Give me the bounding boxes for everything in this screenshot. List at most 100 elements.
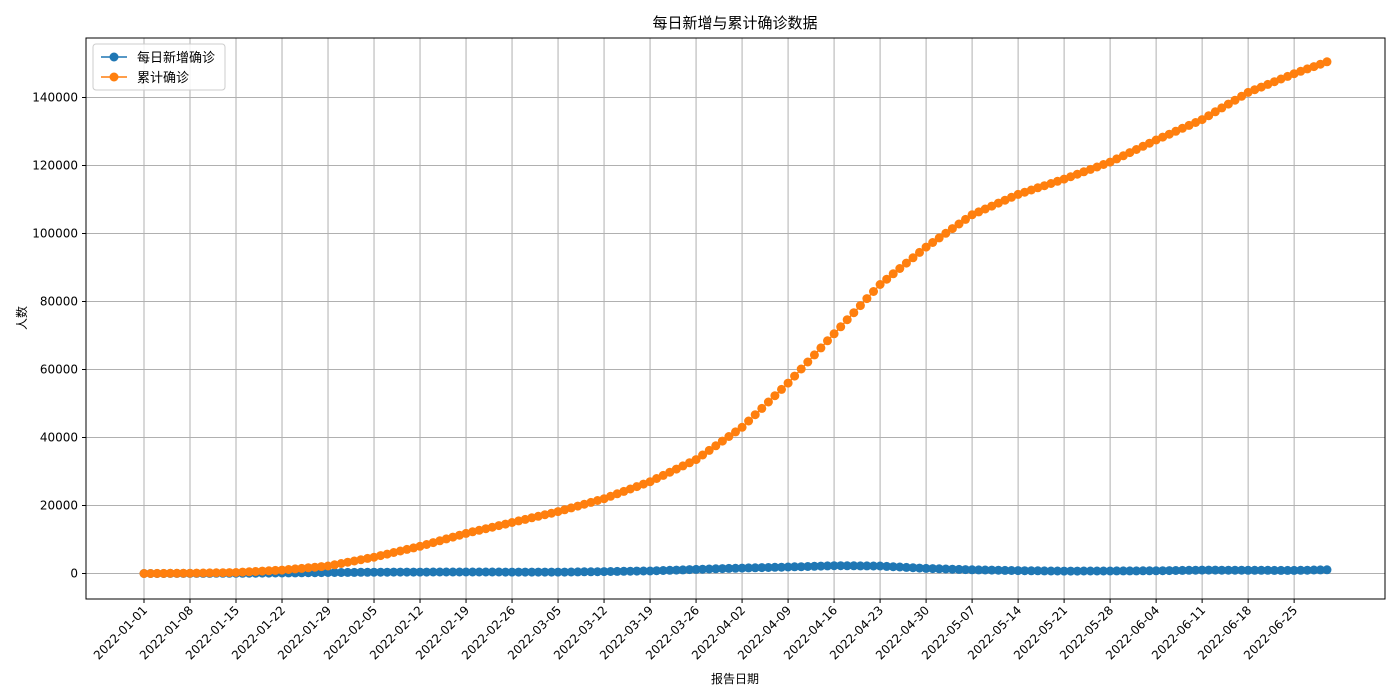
- data-point: [533, 567, 543, 577]
- data-point: [527, 567, 537, 577]
- data-point: [908, 563, 918, 573]
- data-point: [1230, 95, 1240, 105]
- data-point: [934, 233, 944, 243]
- data-point: [875, 280, 885, 289]
- data-point: [1315, 565, 1325, 575]
- data-point: [1026, 566, 1036, 576]
- plot-area-frame: [85, 37, 1386, 600]
- data-point: [428, 567, 438, 577]
- data-point: [455, 567, 464, 577]
- data-point: [1237, 565, 1247, 575]
- data-point: [901, 258, 911, 268]
- data-point: [290, 564, 300, 574]
- data-point: [803, 357, 813, 367]
- data-point: [231, 568, 241, 577]
- data-point: [1033, 566, 1043, 576]
- data-point: [198, 568, 208, 578]
- data-point: [993, 565, 1003, 575]
- data-point: [1059, 566, 1069, 576]
- data-point: [980, 565, 990, 575]
- data-point: [1263, 565, 1273, 575]
- data-point: [882, 274, 892, 284]
- data-point: [823, 336, 832, 346]
- data-point: [1145, 566, 1154, 576]
- data-point: [823, 561, 832, 571]
- data-point: [783, 562, 793, 572]
- data-point: [1125, 566, 1135, 576]
- data-point: [1217, 565, 1227, 575]
- legend-label: 累计确诊: [137, 71, 189, 86]
- y-tick-label: 80000: [40, 295, 78, 309]
- data-point: [921, 563, 931, 573]
- data-point: [796, 364, 806, 374]
- y-tick-label: 20000: [40, 499, 78, 513]
- data-point: [599, 567, 609, 577]
- data-point: [205, 568, 215, 578]
- data-point: [395, 567, 405, 577]
- data-point: [816, 561, 826, 571]
- data-point: [1072, 566, 1082, 576]
- data-point: [349, 567, 359, 577]
- data-point: [1256, 565, 1266, 575]
- data-point: [717, 436, 727, 446]
- data-point: [310, 562, 320, 572]
- data-point: [836, 322, 846, 332]
- y-tick-label: 120000: [32, 159, 78, 173]
- data-point: [1046, 566, 1056, 576]
- data-point: [796, 562, 806, 572]
- data-point: [540, 567, 550, 577]
- data-point: [1085, 566, 1095, 576]
- series-line: [144, 61, 1328, 575]
- data-point: [316, 562, 326, 572]
- data-point: [606, 567, 616, 576]
- data-point: [474, 567, 484, 577]
- data-point: [908, 253, 918, 263]
- chart-title: 每日新增与累计确诊数据: [652, 14, 817, 32]
- data-point: [1302, 565, 1312, 575]
- data-point: [1204, 111, 1214, 121]
- data-point: [264, 566, 274, 576]
- data-point: [901, 562, 911, 572]
- data-point: [1230, 565, 1240, 575]
- data-point: [928, 238, 938, 247]
- data-point: [842, 315, 852, 325]
- legend-marker: [109, 72, 119, 82]
- data-point: [790, 562, 800, 572]
- legend-entry-2: 累计确诊: [101, 71, 189, 86]
- data-point: [566, 567, 576, 577]
- y-tick-label: 40000: [40, 431, 78, 445]
- y-tick-label: 0: [70, 567, 78, 581]
- data-point: [961, 565, 970, 575]
- data-point: [369, 567, 379, 577]
- data-point: [363, 567, 372, 577]
- data-point: [665, 565, 675, 575]
- data-point: [586, 567, 596, 577]
- data-point: [1210, 107, 1220, 117]
- data-point: [704, 445, 714, 455]
- data-point: [882, 561, 892, 571]
- data-point: [1158, 566, 1168, 576]
- data-point: [297, 563, 307, 573]
- data-point: [507, 567, 517, 577]
- legend-box: [92, 43, 226, 91]
- data-point: [579, 567, 589, 577]
- data-point: [1000, 565, 1010, 575]
- data-point: [270, 565, 280, 575]
- data-point: [303, 563, 313, 573]
- data-point: [218, 568, 228, 578]
- data-point: [698, 564, 708, 574]
- data-point: [211, 568, 221, 578]
- data-point: [855, 561, 865, 571]
- data-point: [809, 561, 819, 571]
- data-point: [777, 384, 786, 394]
- data-point: [330, 568, 340, 577]
- data-point: [750, 410, 760, 420]
- y-tick-label: 100000: [32, 227, 78, 241]
- legend-entry-1: 每日新增确诊: [101, 50, 215, 66]
- data-point: [422, 567, 432, 577]
- data-point: [494, 567, 504, 577]
- data-point: [159, 568, 169, 578]
- data-point: [1066, 566, 1076, 576]
- data-point: [941, 564, 951, 574]
- data-point: [731, 427, 740, 437]
